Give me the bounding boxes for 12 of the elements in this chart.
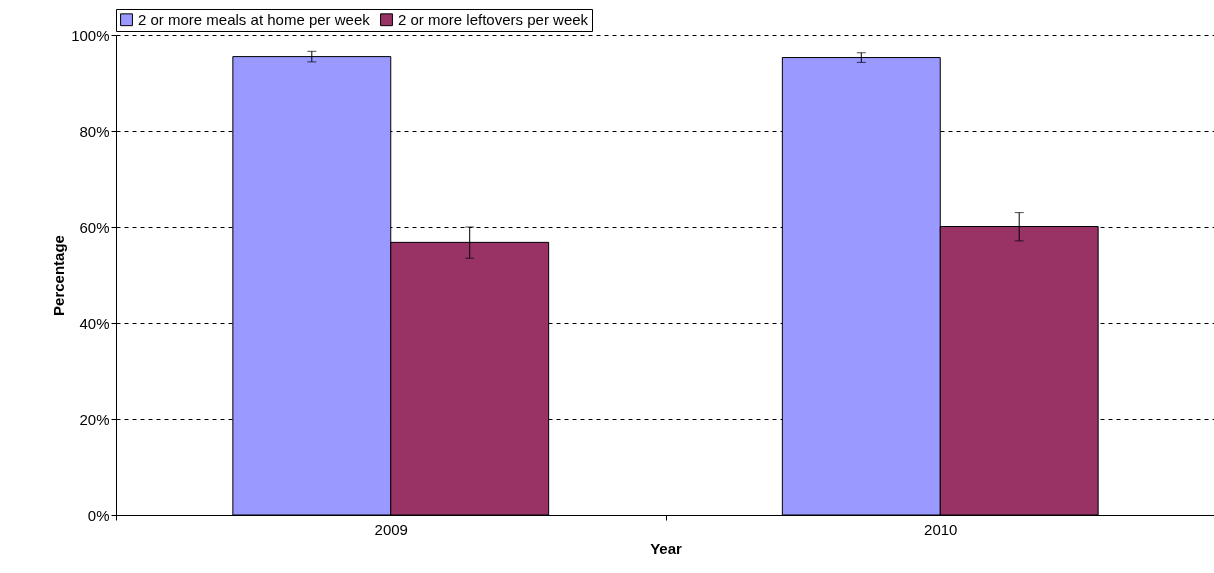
y-tick-label: 20% — [79, 410, 110, 428]
y-axis-title: Percentage — [50, 235, 68, 316]
legend-label: 2 or more meals at home per week — [138, 10, 371, 28]
y-tick-label: 60% — [79, 218, 110, 236]
y-tick-label: 100% — [71, 26, 110, 44]
x-tick-label: 2010 — [924, 520, 958, 538]
x-tick-label: 2009 — [374, 520, 408, 538]
y-tick-label: 0% — [87, 506, 110, 524]
x-axis-title: Year — [650, 539, 683, 557]
legend-label: 2 or more leftovers per week — [398, 10, 589, 28]
y-tick-label: 80% — [79, 122, 110, 140]
y-tick-label: 40% — [79, 314, 110, 332]
